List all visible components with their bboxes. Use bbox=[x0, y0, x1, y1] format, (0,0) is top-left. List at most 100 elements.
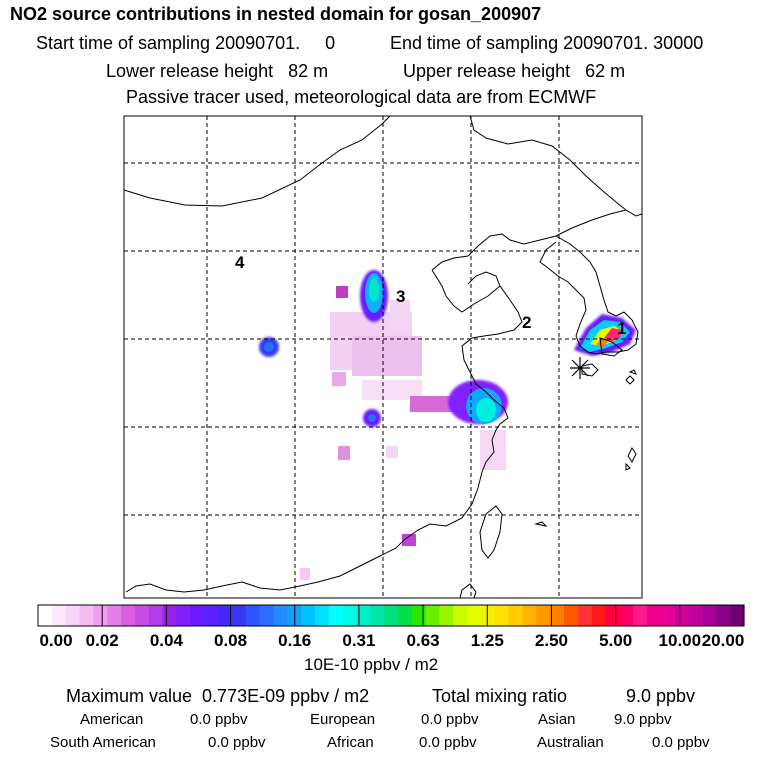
coastline bbox=[125, 285, 523, 593]
colorbar-cell bbox=[384, 605, 399, 626]
colorbar-tick-label: 2.50 bbox=[534, 631, 568, 650]
total-mixing-label: Total mixing ratio bbox=[432, 686, 568, 706]
colorbar-cell bbox=[702, 605, 717, 626]
colorbar-tick-label: 0.31 bbox=[342, 631, 376, 650]
coastline bbox=[124, 116, 391, 207]
region-label-3: 3 bbox=[396, 287, 405, 306]
region-south-american-label: South American bbox=[50, 734, 156, 751]
colorbar-cell bbox=[301, 605, 316, 626]
plume-area bbox=[338, 446, 350, 460]
colorbar-cell bbox=[536, 605, 551, 626]
hotspot bbox=[476, 398, 496, 422]
hotspot bbox=[264, 342, 274, 352]
maximum-value: Maximum value 0.773E-09 ppbv / m2 bbox=[66, 686, 370, 706]
colorbar-cell bbox=[550, 605, 565, 626]
end-time-label: End time of sampling 20090701. 30000 bbox=[390, 33, 704, 53]
receptor-marker bbox=[570, 357, 590, 379]
region-african-value: 0.0 ppbv bbox=[419, 734, 477, 751]
region-asian-value: 9.0 ppbv bbox=[614, 711, 672, 728]
colorbar-tick-label: 0.00 bbox=[39, 631, 73, 650]
colorbar-dividers bbox=[101, 605, 681, 626]
colorbar-cell bbox=[245, 605, 261, 626]
colorbar-cell bbox=[148, 605, 164, 626]
coastline bbox=[534, 521, 548, 527]
map-frame bbox=[123, 115, 643, 599]
plume-area bbox=[402, 534, 416, 546]
colorbar-cell bbox=[38, 605, 53, 626]
coastline bbox=[581, 363, 599, 377]
coastline bbox=[628, 369, 637, 375]
colorbar-tick-label: 5.00 bbox=[599, 631, 633, 650]
colorbar-cell bbox=[259, 605, 274, 626]
coastline bbox=[479, 505, 503, 559]
colorbar-tick-label: 0.08 bbox=[213, 631, 248, 650]
region-african-label: African bbox=[327, 734, 374, 751]
colorbar-cell bbox=[467, 605, 482, 626]
colorbar-cell bbox=[121, 605, 136, 626]
plume-area bbox=[352, 336, 422, 376]
colorbar-cell bbox=[480, 605, 496, 626]
colorbar-cell bbox=[314, 605, 330, 626]
hotspot bbox=[369, 278, 379, 302]
colorbar-cell bbox=[356, 605, 371, 626]
plume-area bbox=[386, 446, 398, 458]
colorbar-cell bbox=[730, 605, 745, 626]
colorbar-cell bbox=[688, 605, 704, 626]
colorbar-cell bbox=[397, 605, 413, 626]
colorbar-cells bbox=[38, 605, 745, 626]
colorbar-tick-label: 20.00 bbox=[701, 631, 745, 650]
colorbar-cell bbox=[134, 605, 150, 626]
colorbar-cell bbox=[564, 605, 579, 626]
concentration-plume-layer bbox=[259, 270, 636, 580]
colorbar-cell bbox=[647, 605, 662, 626]
colorbar-cell bbox=[176, 605, 191, 626]
colorbar-cell bbox=[370, 605, 385, 626]
hotspot bbox=[368, 414, 376, 422]
colorbar-cell bbox=[93, 605, 108, 626]
tracer-note: Passive tracer used, meteorological data… bbox=[126, 87, 597, 107]
colorbar-cell bbox=[522, 605, 537, 626]
colorbar-cell bbox=[162, 605, 178, 626]
colorbar-cell bbox=[79, 605, 94, 626]
total-mixing-value: 9.0 ppbv bbox=[626, 686, 696, 706]
region-label-2: 2 bbox=[522, 313, 531, 332]
colorbar-frame bbox=[37, 604, 745, 627]
colorbar-cell bbox=[674, 605, 690, 626]
colorbar-cell bbox=[494, 605, 510, 626]
region-labels: 1 2 3 4 bbox=[235, 253, 626, 338]
colorbar-cell bbox=[425, 605, 441, 626]
colorbar-tick-label: 10.00 bbox=[658, 631, 702, 650]
colorbar-cell bbox=[231, 605, 247, 626]
region-south-american-value: 0.0 ppbv bbox=[208, 734, 266, 751]
colorbar-tick-label: 0.02 bbox=[85, 631, 119, 650]
region-european-value: 0.0 ppbv bbox=[421, 711, 479, 728]
colorbar-cell bbox=[453, 605, 468, 626]
colorbar-cell bbox=[605, 605, 621, 626]
colorbar-cell bbox=[577, 605, 593, 626]
graticule bbox=[124, 116, 642, 598]
colorbar-cell bbox=[190, 605, 205, 626]
coastline bbox=[539, 235, 639, 355]
colorbar-tick-label: 0.16 bbox=[278, 631, 312, 650]
plume-area bbox=[390, 300, 410, 330]
coastline bbox=[599, 337, 623, 357]
colorbar-cell bbox=[508, 605, 524, 626]
colorbar-cell bbox=[273, 605, 288, 626]
colorbar-cell bbox=[107, 605, 122, 626]
coastline bbox=[625, 375, 635, 385]
coastline bbox=[431, 269, 501, 313]
colorbar-cell bbox=[633, 605, 648, 626]
region-american-value: 0.0 ppbv bbox=[190, 711, 248, 728]
coastline bbox=[627, 447, 637, 463]
colorbar-cell bbox=[591, 605, 607, 626]
region-australian-value: 0.0 ppbv bbox=[652, 734, 710, 751]
region-american-label: American bbox=[80, 711, 144, 728]
colorbar-tick-label: 0.63 bbox=[406, 631, 440, 650]
coastline bbox=[625, 462, 631, 471]
plume-area bbox=[300, 568, 310, 580]
colorbar-tick-label: 1.25 bbox=[470, 631, 504, 650]
colorbar-cell bbox=[204, 605, 219, 626]
colorbar-cell bbox=[328, 605, 344, 626]
colorbar-unit: 10E-10 ppbv / m2 bbox=[304, 655, 439, 674]
colorbar-cell bbox=[65, 605, 81, 626]
